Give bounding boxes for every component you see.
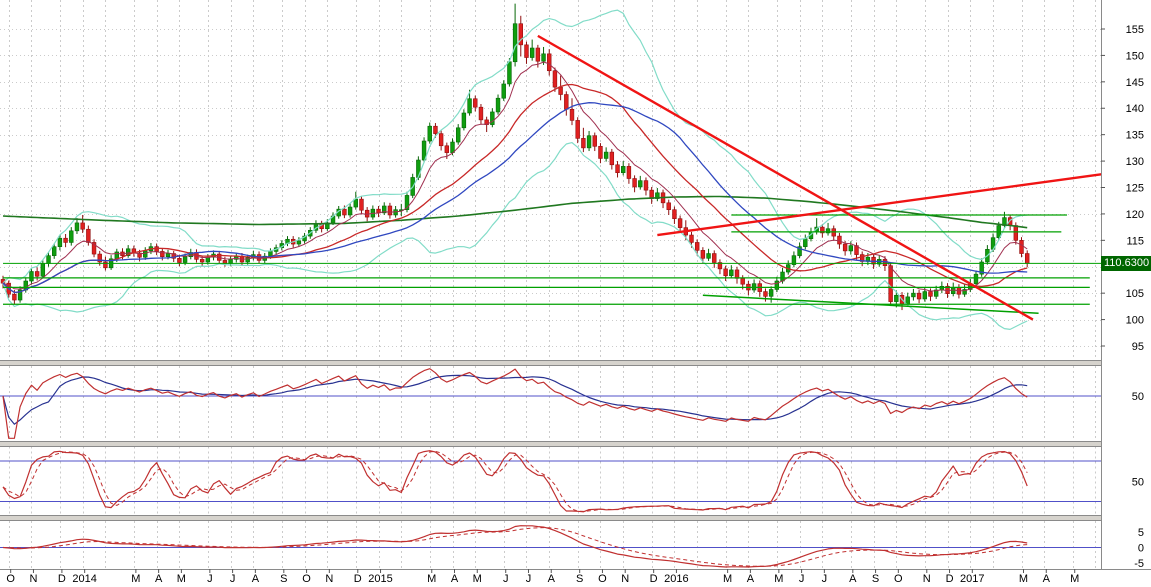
svg-text:2014: 2014 [72,573,96,585]
svg-text:95: 95 [1132,341,1144,353]
svg-text:M: M [473,573,482,585]
sma-20-line [2,83,1028,294]
support-resistance-lines [3,214,1102,314]
panel-splitter-1[interactable] [0,360,1151,366]
svg-text:N: N [621,573,629,585]
svg-text:A: A [252,573,260,585]
svg-text:5: 5 [1138,527,1144,539]
svg-text:155: 155 [1126,24,1144,36]
svg-text:A: A [1043,573,1051,585]
svg-text:M: M [177,573,186,585]
current-price-badge: 110.6300 [1101,255,1151,271]
svg-text:D: D [946,573,954,585]
svg-text:A: A [747,573,755,585]
svg-text:J: J [230,573,236,585]
svg-text:A: A [548,573,556,585]
svg-text:D: D [650,573,658,585]
svg-text:N: N [325,573,333,585]
svg-text:-5: -5 [1134,558,1144,570]
svg-text:J: J [822,573,828,585]
svg-text:135: 135 [1126,130,1144,142]
panel-macd [0,525,1101,568]
svg-text:2017: 2017 [960,573,984,585]
time-axis[interactable]: O N D 2014 M A M J J A S O N D 2015 M A M J J A S O N D 2016 M A M J J… [0,569,1151,587]
panel-rsi [0,368,1101,439]
svg-text:2016: 2016 [664,573,688,585]
svg-text:D: D [354,573,362,585]
svg-text:50: 50 [1132,476,1144,488]
svg-text:J: J [503,573,509,585]
svg-text:150: 150 [1126,50,1144,62]
svg-text:A: A [849,573,857,585]
trendlines [537,34,1102,321]
svg-text:M: M [131,573,140,585]
price-axis[interactable]: 1551501451401351301251201151101051009550… [1101,0,1151,570]
panel-stochastic [0,450,1101,513]
svg-text:115: 115 [1126,235,1144,247]
ema-8-line [2,61,1028,292]
sma-30-line [2,102,1028,294]
svg-text:M: M [1019,573,1028,585]
svg-text:50: 50 [1132,391,1144,403]
svg-text:M: M [427,573,436,585]
svg-text:O: O [894,573,903,585]
svg-text:J: J [526,573,532,585]
svg-text:A: A [451,573,459,585]
svg-text:M: M [1070,573,1079,585]
svg-text:D: D [58,573,66,585]
svg-text:125: 125 [1126,182,1144,194]
svg-text:2015: 2015 [368,573,392,585]
svg-text:O: O [598,573,607,585]
svg-text:O: O [302,573,311,585]
panel-splitter-2[interactable] [0,441,1151,447]
svg-text:M: M [774,573,783,585]
svg-text:130: 130 [1126,156,1144,168]
svg-text:O: O [6,573,15,585]
svg-text:J: J [799,573,805,585]
svg-text:N: N [29,573,37,585]
svg-text:J: J [207,573,213,585]
svg-text:105: 105 [1126,288,1144,300]
panel-splitter-3[interactable] [0,515,1151,521]
svg-text:140: 140 [1126,103,1144,115]
svg-text:145: 145 [1126,77,1144,89]
svg-text:100: 100 [1126,315,1144,327]
svg-text:S: S [576,573,583,585]
svg-text:N: N [923,573,931,585]
grid-layer [0,0,1101,568]
svg-text:120: 120 [1126,209,1144,221]
svg-text:M: M [723,573,732,585]
long-ma-line [2,195,1028,229]
svg-text:S: S [872,573,879,585]
svg-text:0: 0 [1138,543,1144,555]
svg-text:A: A [155,573,163,585]
svg-text:S: S [280,573,287,585]
